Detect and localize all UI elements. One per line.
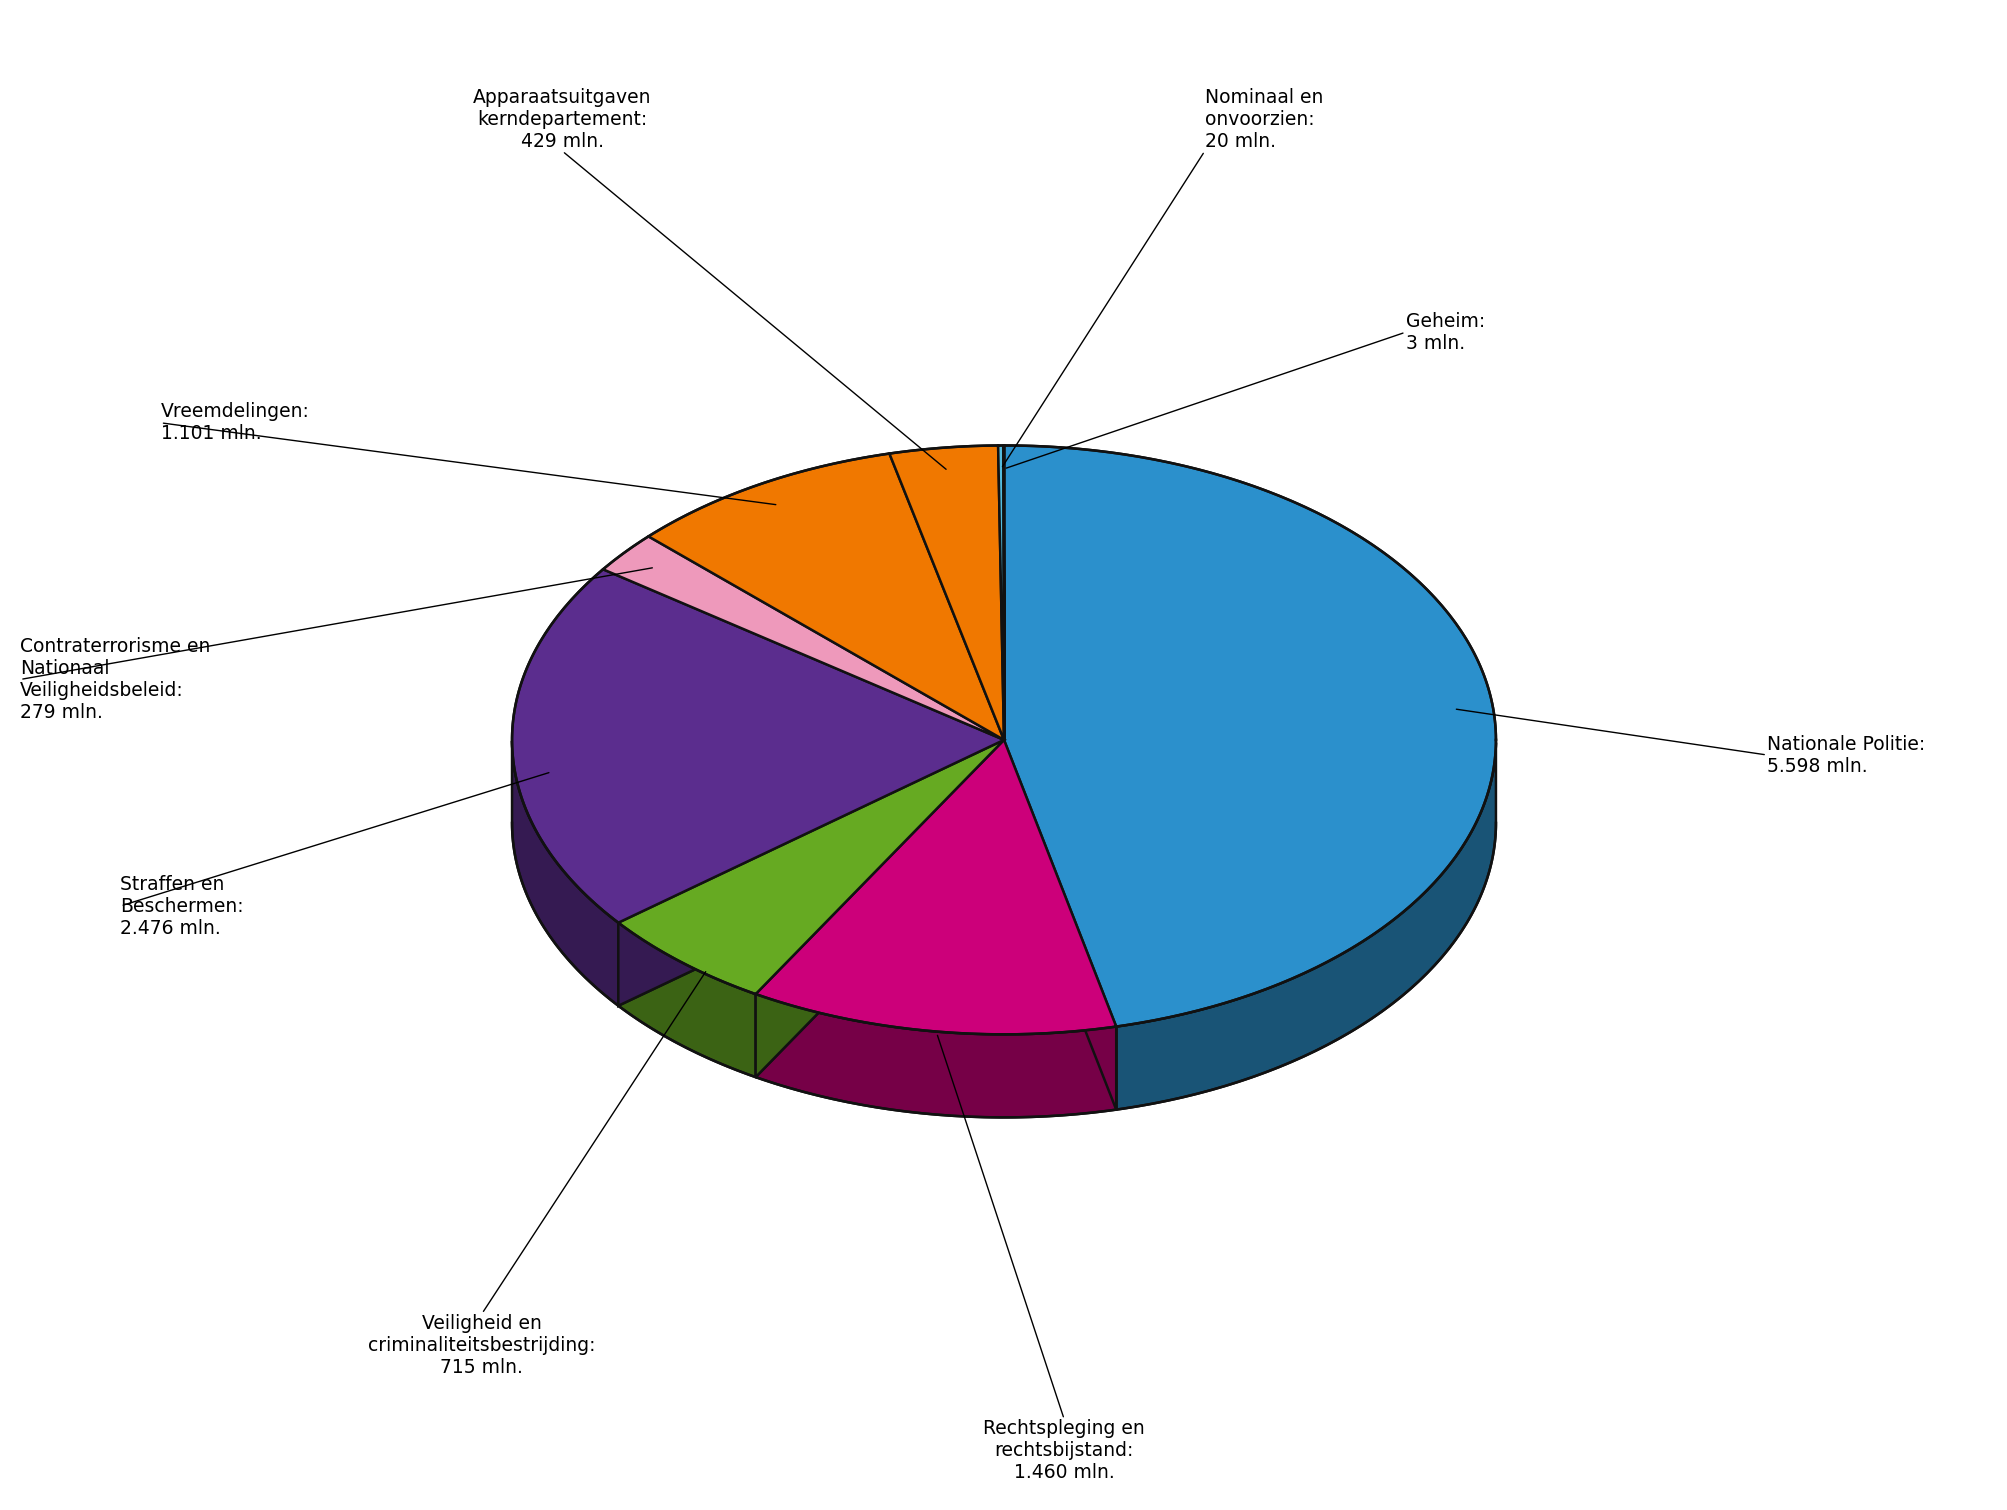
Polygon shape [755,740,1116,1034]
Polygon shape [618,740,1004,1006]
Polygon shape [889,445,1004,740]
Text: Straffen en
Beschermen:
2.476 mln.: Straffen en Beschermen: 2.476 mln. [120,874,245,938]
Polygon shape [1004,740,1116,1110]
Polygon shape [1116,743,1495,1110]
Polygon shape [618,740,1004,994]
Text: Geheim:
3 mln.: Geheim: 3 mln. [1405,311,1483,353]
Text: Vreemdelingen:
1.101 mln.: Vreemdelingen: 1.101 mln. [161,402,309,444]
Text: Nationale Politie:
5.598 mln.: Nationale Politie: 5.598 mln. [1766,734,1925,776]
Polygon shape [997,445,1004,740]
Text: Apparaatsuitgaven
kerndepartement:
429 mln.: Apparaatsuitgaven kerndepartement: 429 m… [474,88,650,151]
Polygon shape [1004,740,1116,1110]
Polygon shape [1004,445,1495,1027]
Polygon shape [755,740,1004,1077]
Polygon shape [755,994,1116,1117]
Polygon shape [512,741,618,1006]
Text: Contraterrorisme en
Nationaal
Veiligheidsbeleid:
279 mln.: Contraterrorisme en Nationaal Veiligheid… [20,637,211,722]
Polygon shape [648,453,1004,740]
Text: Nominaal en
onvoorzien:
20 mln.: Nominaal en onvoorzien: 20 mln. [1204,88,1323,151]
Polygon shape [602,536,1004,740]
Text: Veiligheid en
criminaliteitsbestrijding:
715 mln.: Veiligheid en criminaliteitsbestrijding:… [367,1314,596,1377]
Polygon shape [755,740,1004,1077]
Polygon shape [512,569,1004,923]
Polygon shape [618,740,1004,1006]
Text: Rechtspleging en
rechtsbijstand:
1.460 mln.: Rechtspleging en rechtsbijstand: 1.460 m… [983,1419,1144,1483]
Polygon shape [618,923,755,1077]
